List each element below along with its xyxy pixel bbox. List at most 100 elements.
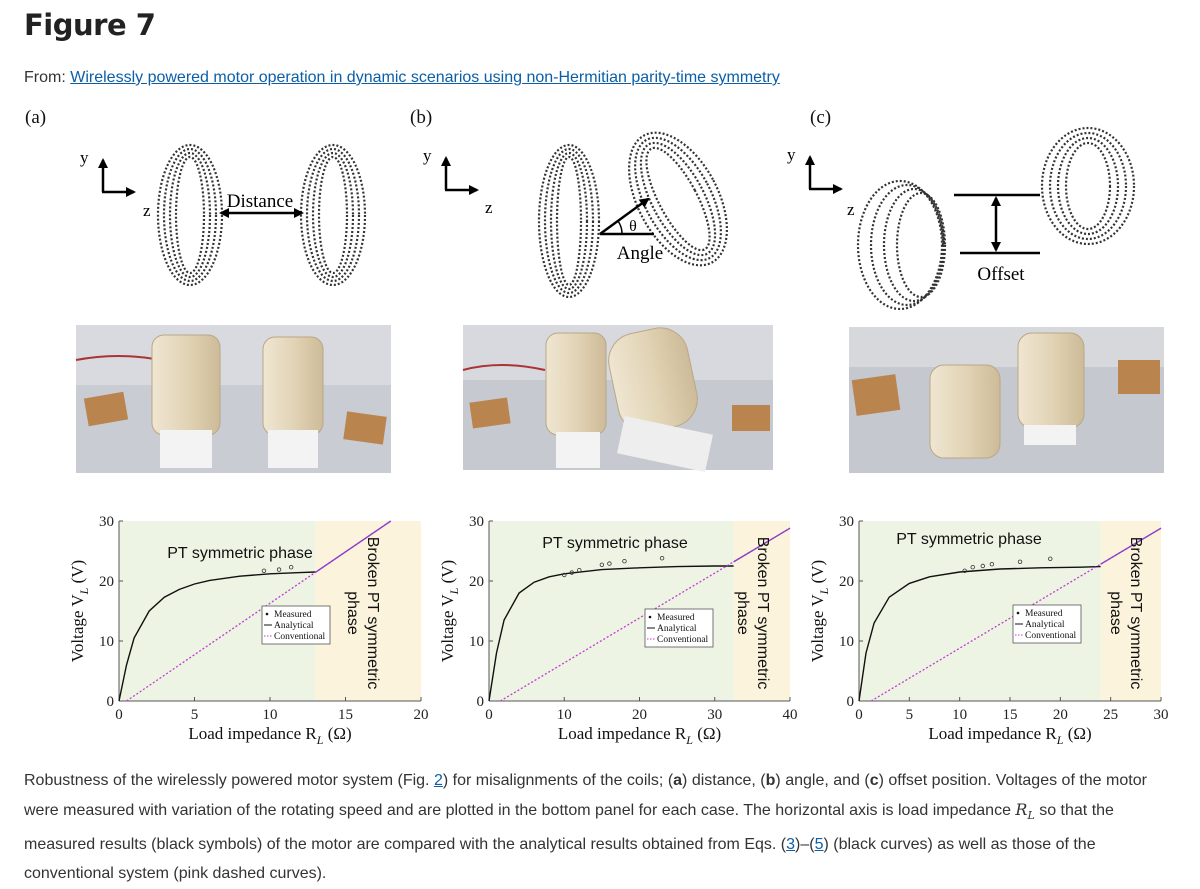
article-link[interactable]: Wirelessly powered motor operation in dy…	[70, 69, 780, 86]
photo-b	[462, 325, 773, 472]
x-tick-label: 20	[414, 707, 429, 723]
caption-text: ) for misalignments of the coils; (	[442, 772, 674, 789]
figure-svg: (a) (b) (c) y z Distance y z	[25, 107, 1169, 747]
coil-right-c	[1040, 126, 1136, 246]
xlabel-unit: (Ω)	[1063, 724, 1091, 743]
x-tick-label: 25	[1103, 707, 1118, 723]
legend-label: Conventional	[274, 632, 326, 642]
broken-phase-region	[315, 521, 421, 701]
measured-point	[980, 563, 986, 569]
y-axis-title: Voltage VL (V)	[808, 560, 831, 662]
legend-label: Analytical	[657, 624, 697, 634]
measured-point	[659, 556, 665, 561]
xlabel-main: Load impedance R	[928, 724, 1057, 743]
measured-point	[970, 565, 975, 570]
y-tick-label: 10	[839, 634, 854, 650]
y-tick-label: 30	[839, 514, 854, 530]
y-axis-title: Voltage VL (V)	[68, 560, 91, 662]
measured-point	[261, 568, 267, 573]
diagram-c: y z Offset	[787, 126, 1136, 311]
caption-bold-c: c	[869, 772, 879, 789]
ylabel-main: Voltage V	[68, 594, 87, 663]
caption-text: Robustness of the wirelessly powered mot…	[24, 772, 434, 789]
y-tick-label: 20	[469, 574, 484, 590]
xlabel-main: Load impedance R	[188, 724, 317, 743]
x-axis-title: Load impedance RL (Ω)	[928, 724, 1091, 747]
caption-rl-symbol: RL	[1015, 800, 1034, 822]
diagram-a: y z Distance	[80, 143, 367, 287]
panel-label-b: (b)	[410, 107, 432, 128]
analytical-curve	[858, 565, 1101, 702]
y-axis-title-text: Voltage VL (V)	[808, 560, 831, 662]
axis-z-label-a: z	[143, 201, 151, 220]
from-label: From:	[24, 69, 66, 86]
coil-left-b	[537, 143, 601, 299]
measured-point	[599, 562, 605, 567]
ylabel-main: Voltage V	[438, 594, 457, 663]
photo-a	[75, 325, 391, 473]
xlabel-main: Load impedance R	[558, 724, 687, 743]
y-axis-title-text: Voltage VL (V)	[68, 560, 91, 662]
legend-measured-marker	[1016, 611, 1020, 615]
measured-point	[989, 562, 995, 567]
y-tick-label: 20	[839, 574, 854, 590]
legend-label: Measured	[1025, 609, 1063, 619]
broken-phase-line2: phase	[734, 591, 751, 635]
xlabel-unit: (Ω)	[323, 724, 351, 743]
x-axis-title: Load impedance RL (Ω)	[558, 724, 721, 747]
broken-phase-line	[1100, 527, 1162, 565]
broken-phase-line2: phase	[1107, 591, 1124, 635]
y-tick-label: 20	[99, 574, 114, 590]
measured-point	[562, 572, 567, 578]
legend-measured-marker	[648, 615, 652, 619]
pt-phase-label: PT symmetric phase	[167, 545, 313, 562]
legend-label: Analytical	[274, 621, 314, 631]
legend-box	[1012, 604, 1082, 644]
panel-label-a: (a)	[25, 107, 46, 128]
legend-box	[261, 605, 331, 645]
pt-phase-label: PT symmetric phase	[896, 531, 1042, 548]
measured-point	[276, 567, 282, 572]
coil-right-a	[299, 143, 367, 287]
coil-left-c	[856, 179, 947, 311]
plot-c: 0 5 10 15 20 25 30 0 10 20 30 PT symmetric phase Bro…	[808, 514, 1169, 747]
panel-label-c: (c)	[810, 107, 831, 128]
angle-arc	[617, 220, 623, 235]
measured-point	[607, 561, 612, 566]
axis-y-label-b: y	[423, 146, 432, 165]
axes-icon-b	[441, 156, 479, 195]
y-tick-label: 0	[107, 694, 115, 710]
measured-point	[569, 570, 574, 575]
legend-label: Measured	[274, 610, 312, 620]
caption-bold-a: a	[673, 772, 683, 789]
broken-phase-line1: Broken PT symmetric	[364, 537, 381, 690]
axis-y-label-c: y	[787, 145, 796, 164]
figure-title: Figure 7	[24, 8, 156, 42]
axis-z-label-b: z	[485, 198, 493, 217]
plot-a: 0 5 10 15 20 0 10 20 30 PT symmetric phase Broken …	[68, 514, 429, 747]
x-tick-label: 10	[557, 707, 572, 723]
x-axis-title: Load impedance RL (Ω)	[188, 724, 351, 747]
caption-text: ) angle, and (	[775, 772, 870, 789]
x-tick-label: 0	[855, 707, 863, 723]
plot-b: 0 10 20 30 40 0 10 20 30 PT symmetric phase Broken…	[438, 514, 798, 747]
theta-label: θ	[629, 218, 637, 235]
legend-measured-marker	[265, 612, 269, 616]
y-tick-label: 0	[847, 694, 855, 710]
broken-phase-region	[733, 521, 790, 701]
y-tick-label: 30	[99, 514, 114, 530]
eq-3-link[interactable]: 3	[786, 836, 796, 854]
broken-phase-line1: Broken PT symmetric	[1127, 537, 1144, 690]
legend-box	[644, 608, 714, 648]
legend-label: Measured	[657, 613, 695, 623]
xlabel-unit: (Ω)	[693, 724, 721, 743]
caption-text: )–(	[795, 836, 815, 854]
caption-bold-b: b	[765, 772, 776, 789]
eq-5-link[interactable]: 5	[814, 836, 824, 854]
fig-2-link[interactable]: 2	[433, 772, 443, 789]
distance-label: Distance	[227, 191, 293, 212]
caption-text: so that the measured results (black symb…	[24, 802, 1114, 854]
x-tick-label: 10	[263, 707, 278, 723]
ylabel-unit: (V)	[438, 560, 457, 588]
